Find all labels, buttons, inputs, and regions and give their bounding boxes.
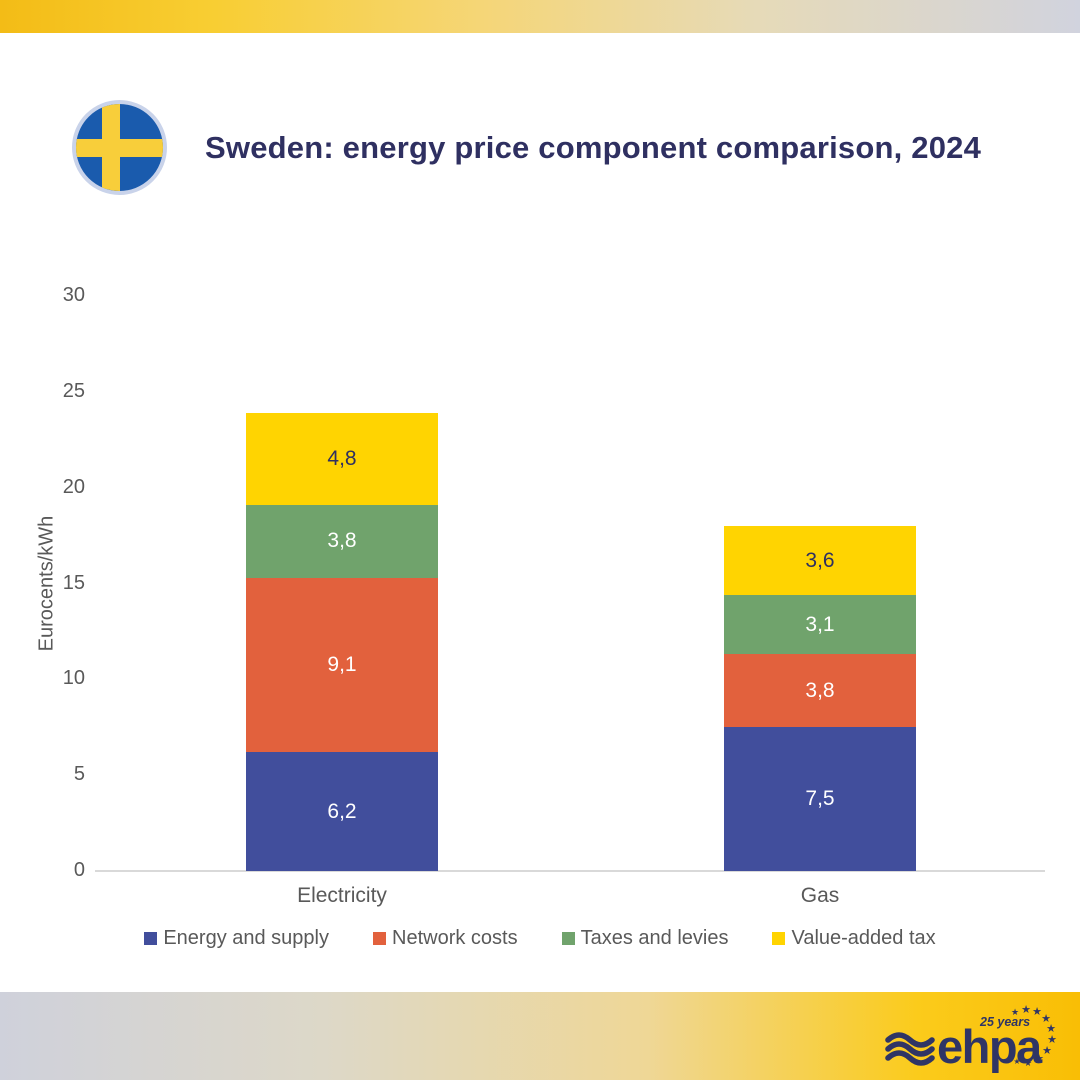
svg-text:★: ★ <box>1046 1023 1056 1035</box>
ehpa-waves-icon <box>885 1032 935 1066</box>
bar-segment-value-added-tax: 3,6 <box>724 526 916 595</box>
y-axis-tick-label: 10 <box>62 667 85 690</box>
stacked-bar-gas: 3,6 3,1 3,8 7,5 <box>724 526 916 871</box>
svg-text:★: ★ <box>1011 1007 1019 1017</box>
bar-segment-value-added-tax: 4,8 <box>246 412 438 505</box>
ehpa-25-years-label: 25 years <box>979 1015 1030 1029</box>
svg-text:★: ★ <box>1047 1034 1057 1046</box>
bar-value-label: 4,8 <box>327 446 357 470</box>
sweden-flag-icon <box>72 100 167 195</box>
x-axis-category-label: Electricity <box>297 884 387 907</box>
flag-cross-horizontal <box>76 138 163 157</box>
bar-segment-taxes-and-levies: 3,8 <box>246 504 438 578</box>
svg-text:★: ★ <box>1041 1013 1051 1025</box>
bar-segment-energy-and-supply: 7,5 <box>724 727 916 871</box>
legend-item: Energy and supply <box>144 927 329 950</box>
svg-text:★: ★ <box>1021 1004 1031 1016</box>
svg-text:★: ★ <box>1042 1045 1052 1057</box>
legend-label: Energy and supply <box>163 927 329 949</box>
bottom-gradient-band: ehpa 25 years ★ ★ ★ ★ ★ ★ ★ ★ ★ ★ <box>0 992 1080 1080</box>
header: Sweden: energy price component compariso… <box>72 100 1050 195</box>
x-axis-line <box>95 870 1045 872</box>
legend-swatch <box>144 932 158 945</box>
y-axis-tick-label: 30 <box>62 284 85 306</box>
bar-segment-network-costs: 9,1 <box>246 577 438 753</box>
bar-value-label: 3,6 <box>805 548 835 572</box>
ehpa-stars: ★ ★ ★ ★ ★ ★ ★ ★ ★ ★ <box>1011 1004 1057 1068</box>
svg-text:★: ★ <box>1013 1057 1020 1066</box>
chart-legend: Energy and supply Network costs Taxes and … <box>0 927 1080 950</box>
top-gradient-band <box>0 0 1080 33</box>
legend-item: Value-added tax <box>772 927 936 950</box>
bar-value-label: 7,5 <box>805 787 835 811</box>
legend-label: Network costs <box>392 927 518 949</box>
y-axis-tick-label: 15 <box>62 571 85 594</box>
legend-swatch <box>561 932 575 945</box>
stacked-bar-electricity: 4,8 3,8 9,1 6,2 <box>246 412 438 871</box>
svg-text:★: ★ <box>1032 1006 1042 1018</box>
y-axis-tick-label: 25 <box>62 379 85 402</box>
legend-item: Network costs <box>373 927 518 950</box>
legend-swatch <box>772 932 786 945</box>
bar-value-label: 3,8 <box>327 529 357 553</box>
ehpa-logo: ehpa 25 years ★ ★ ★ ★ ★ ★ ★ ★ ★ ★ <box>885 1004 1057 1073</box>
page-title: Sweden: energy price component compariso… <box>205 129 982 165</box>
bar-value-label: 3,8 <box>805 678 835 702</box>
bar-segment-energy-and-supply: 6,2 <box>246 752 438 871</box>
bar-value-label: 9,1 <box>327 652 357 676</box>
y-axis-tick-label: 0 <box>73 859 85 881</box>
ehpa-wordmark: ehpa <box>937 1020 1043 1073</box>
bar-value-label: 3,1 <box>805 612 835 636</box>
y-axis-tick-label: 5 <box>73 763 85 786</box>
legend-label: Value-added tax <box>791 927 936 949</box>
svg-text:★: ★ <box>1034 1053 1044 1065</box>
svg-text:★: ★ <box>1024 1058 1032 1068</box>
legend-item: Taxes and levies <box>561 927 729 950</box>
bar-value-label: 6,2 <box>327 799 357 823</box>
legend-label: Taxes and levies <box>580 927 729 949</box>
y-axis-tick-label: 20 <box>62 475 85 498</box>
legend-swatch <box>373 932 386 945</box>
bar-segment-network-costs: 3,8 <box>724 654 916 728</box>
x-axis-category-label: Gas <box>800 884 840 907</box>
bar-segment-taxes-and-levies: 3,1 <box>724 595 916 655</box>
